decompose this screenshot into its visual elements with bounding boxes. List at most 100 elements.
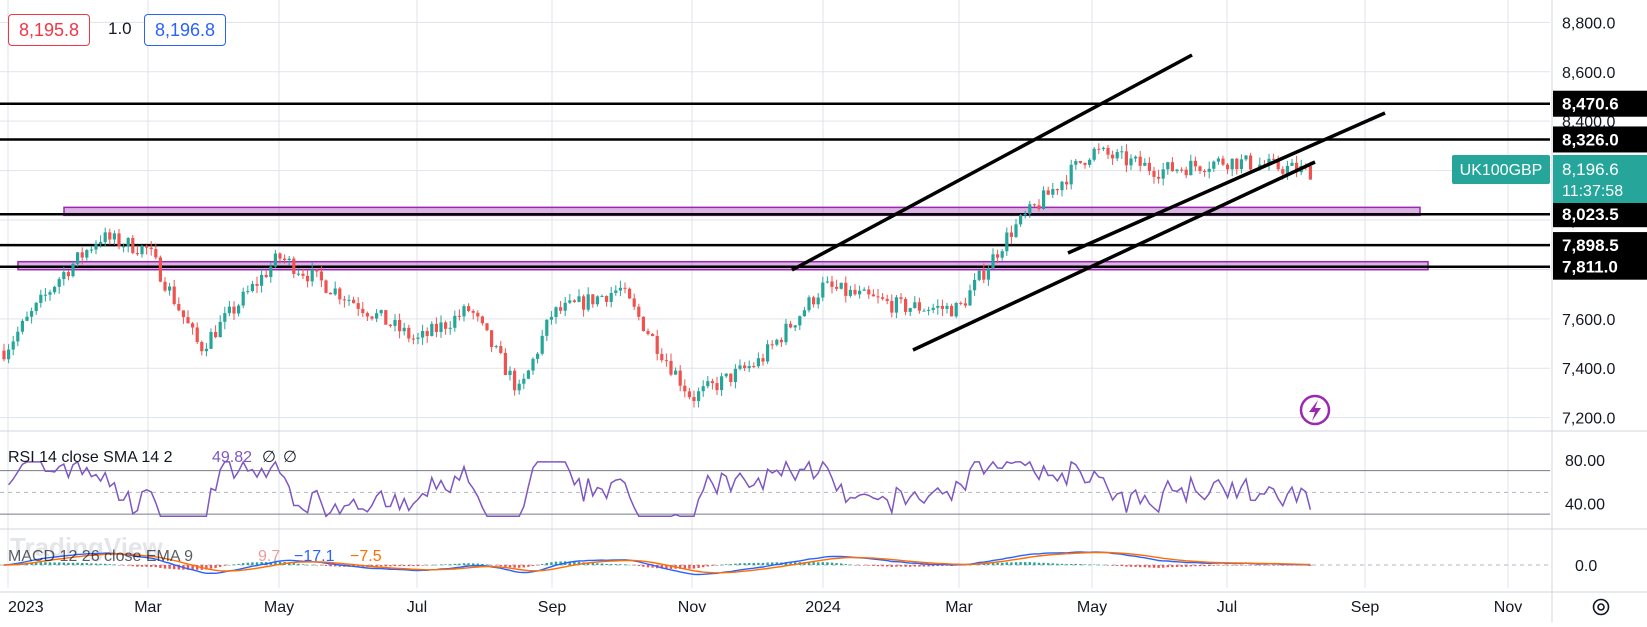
rsi-legend[interactable]: RSI 14 close SMA 14 2 49.82 ∅ ∅: [8, 449, 297, 466]
candle-body: [821, 282, 825, 298]
candle-body: [342, 299, 346, 301]
candle-body: [1157, 176, 1161, 179]
macd-histogram-bar: [99, 563, 102, 565]
macd-histogram-bar: [131, 565, 134, 567]
candle-body: [802, 310, 806, 317]
candle-body: [158, 257, 162, 282]
candle-body: [338, 288, 342, 300]
candle-body: [591, 294, 595, 305]
macd-histogram-bar: [237, 563, 240, 565]
macd-histogram-bar: [1235, 565, 1238, 566]
candle-body: [1051, 189, 1055, 195]
macd-histogram-bar: [527, 565, 530, 567]
macd-histogram-bar: [490, 565, 493, 566]
macd-histogram-bar: [255, 562, 259, 565]
lightning-icon[interactable]: [1299, 394, 1331, 426]
candle-body: [191, 323, 195, 328]
candle-body: [490, 330, 494, 348]
macd-histogram-bar: [357, 565, 360, 567]
macd-histogram-bar: [794, 562, 797, 565]
candle-body: [959, 302, 963, 304]
macd-histogram-bar: [1010, 562, 1013, 565]
macd-histogram-bar: [39, 562, 42, 565]
buy-price-box[interactable]: 8,196.8: [144, 14, 227, 46]
channel-upper-line-2[interactable]: [1067, 111, 1386, 255]
candle-body: [1203, 170, 1207, 172]
channel-lower-line[interactable]: [912, 160, 1316, 352]
rsi-line: [8, 459, 1312, 518]
macd-histogram-bar: [311, 564, 314, 566]
candle-body: [1037, 205, 1041, 209]
candle-body: [1239, 159, 1243, 170]
candle-body: [145, 245, 149, 248]
candle-body: [756, 358, 760, 367]
candle-body: [388, 324, 392, 326]
macd-legend[interactable]: MACD 12 26 close EMA 9 9.7 −17.1 −7.5: [8, 548, 382, 565]
macd-histogram-bar: [1111, 565, 1114, 566]
macd-histogram-bar: [872, 565, 875, 566]
candle-body: [103, 232, 107, 243]
candle-body: [701, 386, 705, 392]
macd-histogram-bar: [904, 565, 907, 567]
candle-body: [301, 273, 305, 276]
channel-upper-line[interactable]: [791, 53, 1193, 272]
macd-histogram-bar: [821, 562, 824, 565]
macd-histogram-bar: [85, 563, 88, 565]
macd-histogram-bar: [1281, 565, 1284, 566]
candle-body: [927, 309, 931, 311]
macd-histogram-bar: [403, 565, 406, 567]
macd-histogram-bar: [104, 563, 107, 565]
macd-histogram-bar: [1249, 565, 1252, 566]
sell-price-box[interactable]: 8,195.8: [8, 14, 91, 46]
candle-body: [269, 266, 273, 278]
macd-histogram-bar: [94, 563, 98, 565]
macd-histogram-bar: [766, 562, 769, 565]
macd-histogram-bar: [1217, 565, 1220, 566]
macd-legend-title: MACD 12 26 close EMA 9: [8, 548, 193, 565]
candle-body: [425, 331, 429, 336]
macd-histogram-bar: [577, 561, 581, 565]
candle-body: [798, 316, 802, 326]
candle-body: [789, 323, 793, 328]
horizontal-levels: [0, 102, 1550, 268]
macd-histogram-bar: [890, 565, 893, 567]
macd-histogram-bar: [605, 563, 608, 565]
candle-body: [890, 300, 894, 313]
candle-body: [1244, 155, 1248, 160]
macd-histogram-bar: [1083, 564, 1087, 565]
time-axis[interactable]: 2023 Mar May Jul Sep Nov 2024 Mar May Jul Sep Nov: [8, 599, 1522, 616]
macd-histogram-bar: [541, 564, 544, 565]
candle-body: [618, 287, 622, 291]
macd-histogram-bar: [1208, 565, 1211, 567]
candle-body: [1074, 161, 1078, 165]
macd-histogram-bar: [1203, 565, 1206, 567]
gear-icon[interactable]: [1592, 598, 1610, 616]
candle-body: [867, 289, 871, 295]
macd-histogram-bar: [927, 565, 930, 567]
candle-body: [950, 305, 954, 317]
rsi-legend-title: RSI 14 close SMA 14 2: [8, 449, 173, 466]
candle-body: [770, 344, 774, 346]
candle-body: [480, 316, 484, 324]
macd-histogram-bar: [1074, 563, 1077, 565]
candle-body: [954, 302, 958, 317]
candle-body: [112, 233, 116, 240]
macd-histogram-bar: [1143, 565, 1146, 568]
macd-histogram-bar: [67, 562, 70, 565]
macd-histogram-bar: [665, 565, 668, 569]
macd-histogram-bar: [706, 565, 709, 567]
candle-body: [545, 319, 549, 336]
candle-body: [1078, 161, 1082, 163]
candle-body: [1111, 154, 1115, 159]
candle-body: [1032, 204, 1036, 206]
macd-histogram-bar: [504, 565, 507, 567]
rsi-legend-value: 49.82: [212, 449, 252, 466]
macd-histogram-bar: [62, 562, 65, 565]
candle-body: [913, 302, 917, 309]
candle-body: [375, 313, 379, 319]
candle-body: [62, 272, 66, 280]
macd-legend-value-signal: −7.5: [350, 548, 382, 565]
candle-body: [710, 381, 714, 384]
